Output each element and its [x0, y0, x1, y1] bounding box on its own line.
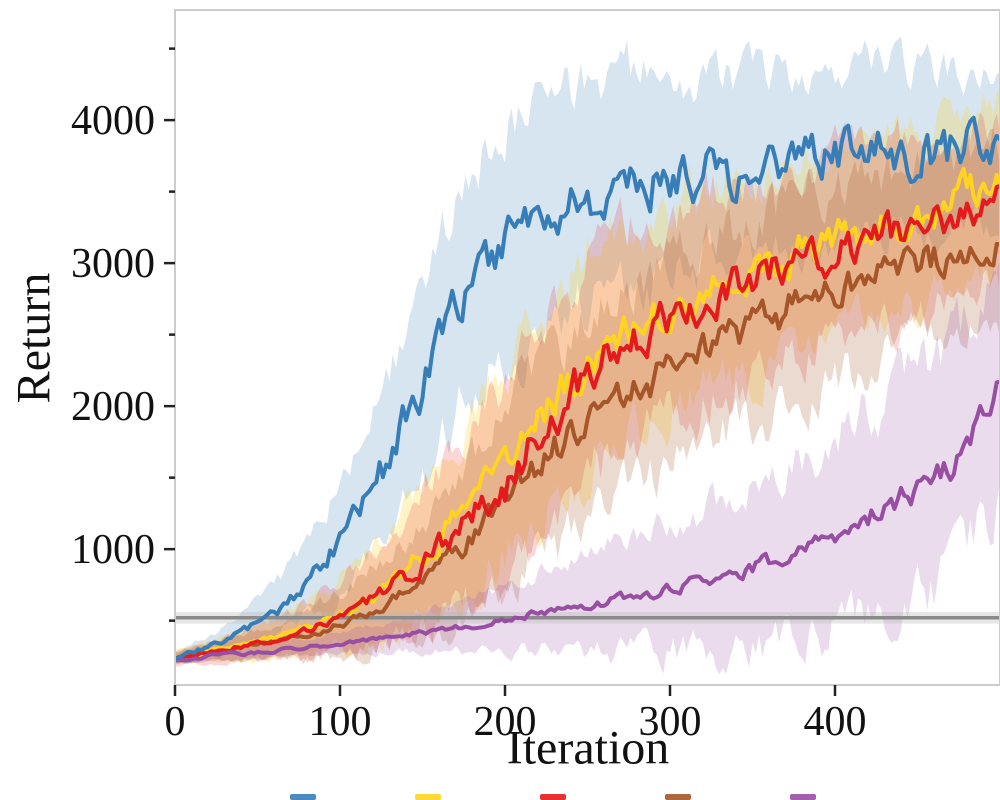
cropped-legend-mark [790, 794, 816, 800]
confidence-band-purple [175, 258, 1000, 675]
x-tick-label: 400 [804, 699, 867, 745]
y-tick-label: 1000 [71, 527, 155, 573]
y-tick-label: 3000 [71, 241, 155, 287]
plot-frame [174, 9, 1000, 686]
cropped-legend-mark [415, 794, 441, 800]
line-blue [175, 115, 1000, 663]
x-axis-label: Iteration [506, 721, 670, 775]
line-purple [175, 379, 1000, 663]
cropped-legend-mark [290, 794, 316, 800]
y-tick-label: 4000 [71, 98, 155, 144]
cropped-legend-mark [540, 794, 566, 800]
line-red [175, 184, 1000, 662]
x-tick-label: 100 [309, 699, 372, 745]
x-tick-label: 200 [474, 699, 537, 745]
x-tick-label: 0 [165, 699, 186, 745]
axis-ticks [164, 47, 837, 696]
confidence-band-yellow [175, 85, 1000, 665]
line-brown [175, 242, 1000, 661]
y-axis-label: Return [7, 272, 61, 404]
plot-area [175, 36, 1000, 675]
cropped-legend-mark [665, 794, 691, 800]
y-tick-label: 2000 [71, 384, 155, 430]
tick-labels: 1000 2000 3000 4000 0 100 200 300 400 [71, 98, 867, 745]
confidence-band-blue [175, 36, 1000, 665]
x-tick-label: 300 [639, 699, 702, 745]
